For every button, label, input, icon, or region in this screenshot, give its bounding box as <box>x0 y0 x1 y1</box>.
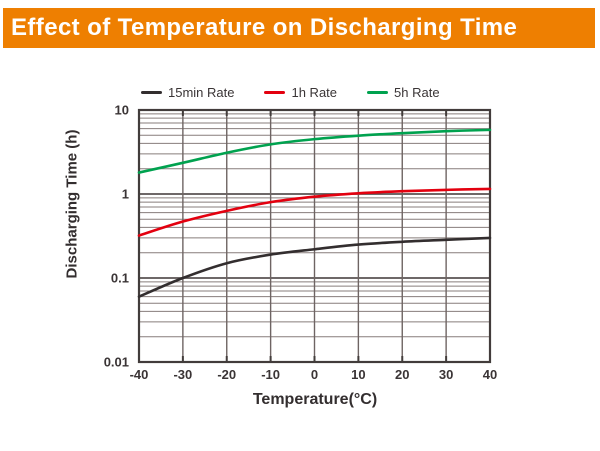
x-tick-label: -20 <box>217 367 236 382</box>
x-tick-label: 20 <box>395 367 409 382</box>
legend-label-15min-rate: 15min Rate <box>168 85 235 100</box>
legend-item-5h-rate: 5h Rate <box>367 85 440 100</box>
legend-swatch-1h-rate <box>264 91 286 94</box>
legend-label-5h-rate: 5h Rate <box>394 85 440 100</box>
page-title: Effect of Temperature on Discharging Tim… <box>11 14 518 41</box>
x-tick-label: -30 <box>173 367 192 382</box>
chart-legend: 15min Rate 1h Rate 5h Rate <box>141 85 440 100</box>
legend-swatch-15min-rate <box>141 91 162 94</box>
y-tick-label: 1 <box>122 187 129 202</box>
legend-swatch-5h-rate <box>367 91 389 94</box>
legend-item-15min-rate: 15min Rate <box>141 85 234 100</box>
legend-item-1h-rate: 1h Rate <box>264 85 337 100</box>
series-line-15min-rate <box>137 236 492 298</box>
series-line-5h-rate <box>137 128 492 174</box>
x-tick-label: 40 <box>483 367 497 382</box>
x-tick-label: -40 <box>130 367 149 382</box>
series-line-1h-rate <box>137 187 492 237</box>
y-tick-label: 0.1 <box>111 271 129 286</box>
y-tick-label: 10 <box>115 103 129 118</box>
legend-label-1h-rate: 1h Rate <box>291 85 338 100</box>
x-tick-label: 30 <box>439 367 453 382</box>
title-banner: Effect of Temperature on Discharging Tim… <box>3 8 595 48</box>
x-axis-title: Temperature(°C) <box>252 391 378 408</box>
x-tick-label: -10 <box>261 367 280 382</box>
x-tick-label: 0 <box>311 367 318 382</box>
x-tick-label: 10 <box>351 367 365 382</box>
y-tick-label: 0.01 <box>104 355 129 370</box>
